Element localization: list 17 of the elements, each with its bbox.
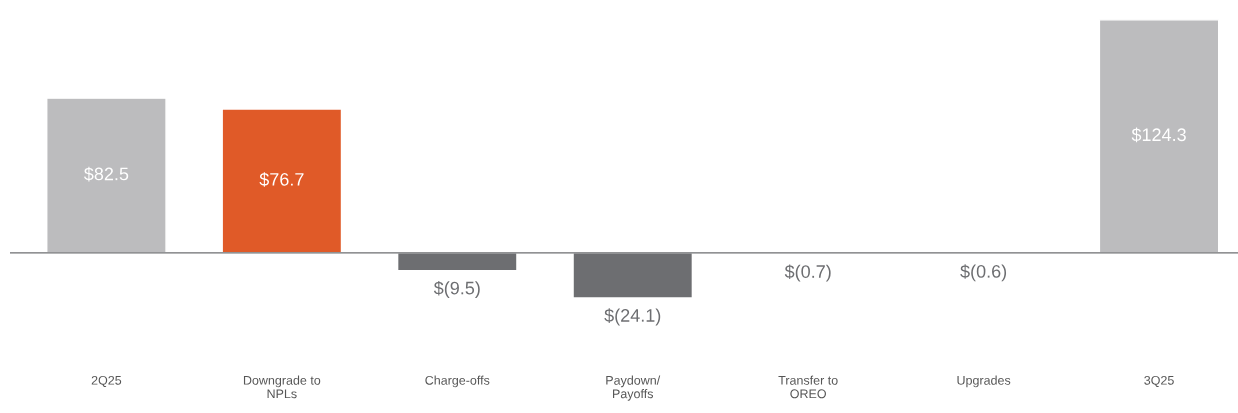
data-label: $(24.1)	[604, 308, 661, 326]
data-label: $(0.6)	[960, 264, 1007, 282]
x-tick-label: 3Q25	[1144, 375, 1174, 387]
x-tick-label: Paydown/ Payoffs	[606, 375, 661, 401]
data-label: $124.3	[1131, 127, 1186, 143]
x-tick-label: Transfer to OREO	[778, 375, 838, 399]
x-tick-label: 2Q25	[91, 375, 122, 387]
data-label: $(9.5)	[433, 280, 480, 299]
data-label: $82.5	[84, 166, 129, 182]
data-label: $76.7	[259, 172, 304, 187]
x-tick-label: Upgrades	[957, 375, 1011, 388]
data-label: $(0.7)	[784, 264, 831, 282]
x-tick-label: Charge-offs	[425, 375, 490, 388]
x-tick-label: Downgrade to NPLs	[243, 375, 321, 399]
bar	[46, 97, 167, 254]
bar	[1098, 19, 1220, 254]
bar	[221, 108, 343, 254]
